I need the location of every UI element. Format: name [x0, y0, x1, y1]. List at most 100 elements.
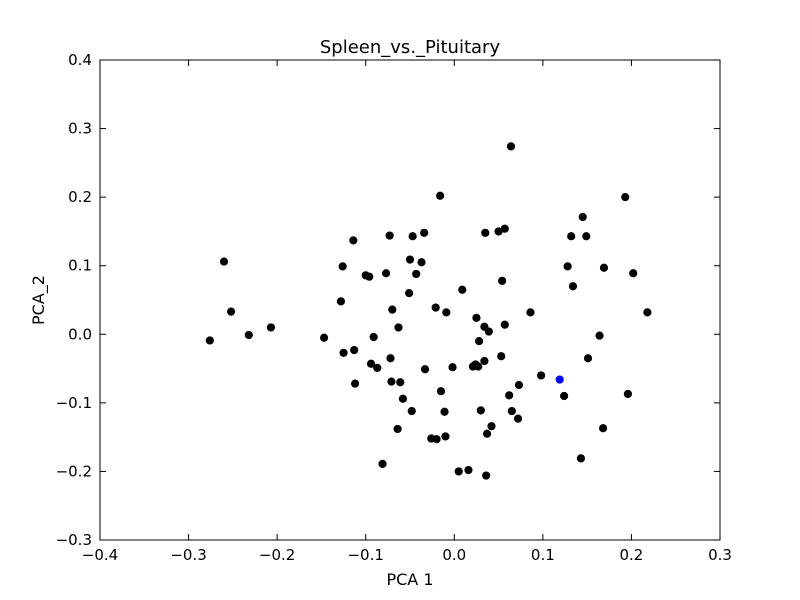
data-point — [454, 467, 463, 476]
data-point — [484, 327, 493, 336]
x-axis: −0.4 −0.3 −0.2 −0.1 0.0 0.1 0.2 0.3 — [82, 60, 732, 564]
x-axis-label: PCA 1 — [386, 570, 433, 589]
data-point — [595, 331, 604, 340]
data-point — [417, 258, 426, 267]
data-point — [567, 232, 576, 241]
data-point — [464, 465, 473, 475]
data-point — [319, 333, 329, 342]
data-point — [442, 308, 451, 317]
data-point — [219, 257, 229, 266]
data-point — [482, 471, 491, 480]
data-point — [378, 459, 387, 468]
data-point — [393, 424, 402, 434]
data-point — [472, 313, 481, 322]
data-point — [498, 276, 507, 285]
data-point — [398, 394, 408, 403]
x-tick-label: −0.2 — [259, 546, 295, 564]
y-tick-label: 0.0 — [68, 325, 92, 343]
data-point — [394, 323, 403, 332]
data-point — [623, 389, 632, 399]
data-point — [385, 231, 394, 240]
data-point — [448, 363, 457, 372]
data-point — [563, 262, 572, 271]
x-tick-label: −0.3 — [170, 546, 206, 564]
data-point — [480, 356, 489, 366]
data-point — [338, 262, 347, 271]
data-point — [388, 305, 397, 314]
data-point — [339, 348, 348, 357]
data-point — [266, 323, 276, 332]
data-point — [369, 332, 378, 342]
data-point — [431, 303, 440, 312]
data-point — [526, 308, 535, 317]
data-point — [476, 406, 485, 415]
data-point — [568, 282, 578, 291]
data-point — [643, 308, 652, 317]
data-point — [396, 378, 405, 387]
data-point — [487, 422, 496, 431]
data-point — [621, 193, 630, 202]
x-tick-label: −0.1 — [347, 546, 383, 564]
y-tick-label: −0.3 — [56, 531, 92, 549]
data-point — [576, 454, 586, 463]
data-point — [629, 269, 638, 278]
data-point — [440, 407, 449, 416]
x-tick-label: 0.3 — [708, 546, 732, 564]
data-point — [405, 289, 414, 298]
data-point — [578, 212, 587, 222]
data-point — [497, 352, 506, 361]
data-point — [436, 191, 445, 200]
data-point — [226, 307, 236, 316]
x-tick-label: 0.2 — [619, 546, 643, 564]
data-point — [505, 391, 514, 400]
data-point — [599, 263, 609, 272]
data-point — [432, 435, 441, 444]
x-tick-label: −0.4 — [82, 546, 118, 564]
x-tick-label: 0.0 — [442, 546, 466, 564]
y-tick-label: 0.3 — [68, 120, 92, 138]
data-point — [560, 391, 569, 401]
data-point — [474, 337, 484, 346]
data-point — [507, 406, 516, 416]
y-tick-label: 0.1 — [68, 257, 92, 275]
data-point — [514, 380, 524, 390]
data-point — [336, 297, 346, 306]
plot-area — [100, 60, 720, 540]
data-point — [441, 432, 450, 441]
chart-title: Spleen_vs._Pituitary — [320, 37, 501, 58]
data-point — [436, 387, 446, 396]
data-point — [474, 362, 483, 371]
x-tick-label: 0.1 — [531, 546, 555, 564]
data-point — [500, 320, 509, 329]
data-point — [500, 224, 509, 233]
data-point — [408, 232, 417, 241]
data-point — [205, 336, 214, 345]
data-point — [481, 228, 490, 237]
y-tick-label: −0.1 — [56, 394, 92, 412]
data-point — [349, 236, 358, 245]
data-point — [420, 365, 430, 374]
data-point — [244, 330, 253, 340]
data-point — [536, 371, 546, 380]
data-point — [513, 414, 523, 423]
data-point — [506, 142, 516, 151]
y-axis-label: PCA_2 — [29, 275, 49, 325]
data-point — [412, 269, 421, 279]
data-point — [407, 406, 416, 416]
data-point — [583, 354, 593, 363]
data-point — [381, 269, 391, 278]
data-point — [458, 285, 467, 294]
data-point — [482, 429, 492, 438]
data-point — [350, 345, 359, 355]
plot-frame — [99, 59, 721, 541]
data-points — [205, 142, 652, 480]
data-point — [598, 424, 608, 433]
data-point — [366, 359, 376, 368]
data-point — [405, 255, 415, 264]
y-tick-label: 0.2 — [68, 188, 92, 206]
data-point — [386, 354, 395, 363]
y-axis: −0.3 −0.2 −0.1 0.0 0.1 0.2 0.3 0.4 — [56, 51, 720, 549]
data-point — [350, 379, 360, 388]
data-point — [420, 228, 429, 237]
